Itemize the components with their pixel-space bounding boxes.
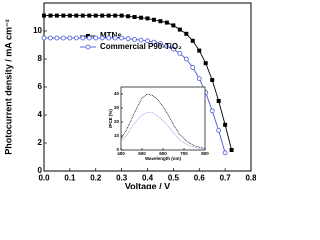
x-tick-label: 0.7	[220, 173, 232, 182]
marker	[106, 35, 112, 41]
y-tick-label: 0	[116, 147, 119, 152]
x-tick-label: 0.5	[168, 173, 180, 182]
x-tick-label: 0.3	[116, 173, 128, 182]
marker	[170, 46, 176, 52]
marker	[183, 56, 189, 62]
marker	[196, 76, 202, 81]
marker	[223, 122, 228, 127]
series-line	[120, 93, 206, 149]
marker	[132, 15, 137, 19]
marker	[125, 36, 131, 42]
marker	[177, 27, 182, 32]
x-tick-label: 0.4	[142, 173, 154, 182]
marker	[112, 35, 118, 41]
marker	[184, 31, 189, 36]
y-axis-label: Photocurrent density / mA cm⁻²	[3, 19, 13, 154]
marker	[119, 35, 125, 41]
marker	[86, 35, 92, 41]
marker	[54, 13, 59, 18]
marker	[93, 35, 99, 41]
marker	[48, 35, 53, 41]
legend-label: MTNs	[100, 31, 122, 40]
marker	[209, 108, 215, 114]
marker	[41, 35, 47, 41]
marker	[73, 35, 79, 41]
x-tick-label: 0.0	[38, 173, 50, 182]
y-axis-label: IPCE (%)	[108, 109, 113, 128]
x-tick-label: 0.6	[194, 173, 206, 182]
marker	[67, 35, 73, 41]
y-tick-label: 20	[114, 119, 120, 124]
marker	[216, 99, 221, 103]
x-tick-label: 0.1	[64, 173, 76, 182]
marker	[132, 37, 137, 42]
x-tick-label: 700	[180, 151, 188, 156]
marker	[210, 78, 215, 82]
marker	[80, 13, 85, 18]
x-axis-label: Wavelength (nm)	[145, 156, 182, 161]
marker	[151, 17, 156, 22]
marker	[119, 13, 124, 18]
marker	[138, 37, 144, 43]
marker	[190, 65, 196, 70]
y-tick-label: 4	[38, 110, 43, 119]
marker	[61, 35, 66, 41]
plot-frame	[120, 86, 206, 151]
x-tick-label: 600	[159, 151, 167, 156]
marker	[87, 13, 92, 18]
marker	[99, 35, 105, 41]
marker	[139, 15, 144, 20]
marker	[158, 19, 163, 24]
marker	[42, 13, 46, 18]
marker	[80, 35, 86, 41]
marker	[203, 61, 208, 66]
marker	[145, 38, 150, 44]
x-tick-label: 0.8	[245, 173, 256, 182]
marker	[126, 14, 131, 19]
y-tick-label: 6	[38, 82, 43, 91]
marker	[197, 48, 202, 53]
y-tick-label: 8	[38, 54, 43, 63]
chart: 0.0 0.1 0.2 0.3 0.4 0.5 0.6 0.7 0.8 0 2 4 6 8 10 Voltag…	[3, 2, 256, 189]
marker	[145, 16, 150, 21]
marker	[67, 13, 72, 18]
x-tick-label: 800	[201, 151, 209, 156]
x-tick-label: 0.2	[90, 173, 102, 182]
x-tick-label: 500	[138, 151, 146, 156]
y-tick-label: 10	[33, 26, 42, 35]
marker	[164, 44, 170, 49]
marker	[61, 13, 66, 18]
marker	[216, 127, 222, 133]
y-tick-label: 40	[114, 91, 120, 96]
marker	[74, 13, 79, 18]
marker	[164, 20, 169, 25]
series-line	[120, 111, 205, 149]
marker	[190, 38, 195, 43]
marker	[93, 13, 98, 18]
marker	[54, 35, 60, 41]
marker	[222, 150, 228, 156]
legend-marker	[85, 44, 91, 50]
marker	[113, 13, 118, 18]
marker	[229, 148, 234, 152]
y-tick-label: 0	[38, 166, 43, 175]
marker	[171, 23, 176, 28]
y-tick-label: 2	[38, 138, 43, 147]
marker	[158, 41, 163, 46]
y-tick-label: 10	[114, 133, 120, 138]
y-tick-label: 30	[114, 105, 120, 110]
marker	[100, 13, 105, 18]
marker	[177, 51, 183, 56]
marker	[48, 13, 53, 18]
marker	[106, 13, 111, 18]
x-tick-label: 400	[117, 151, 125, 156]
x-axis-label: Voltage / V	[125, 181, 170, 189]
marker	[151, 39, 157, 45]
legend-label: Commercial P90-TiO₂	[100, 42, 182, 51]
